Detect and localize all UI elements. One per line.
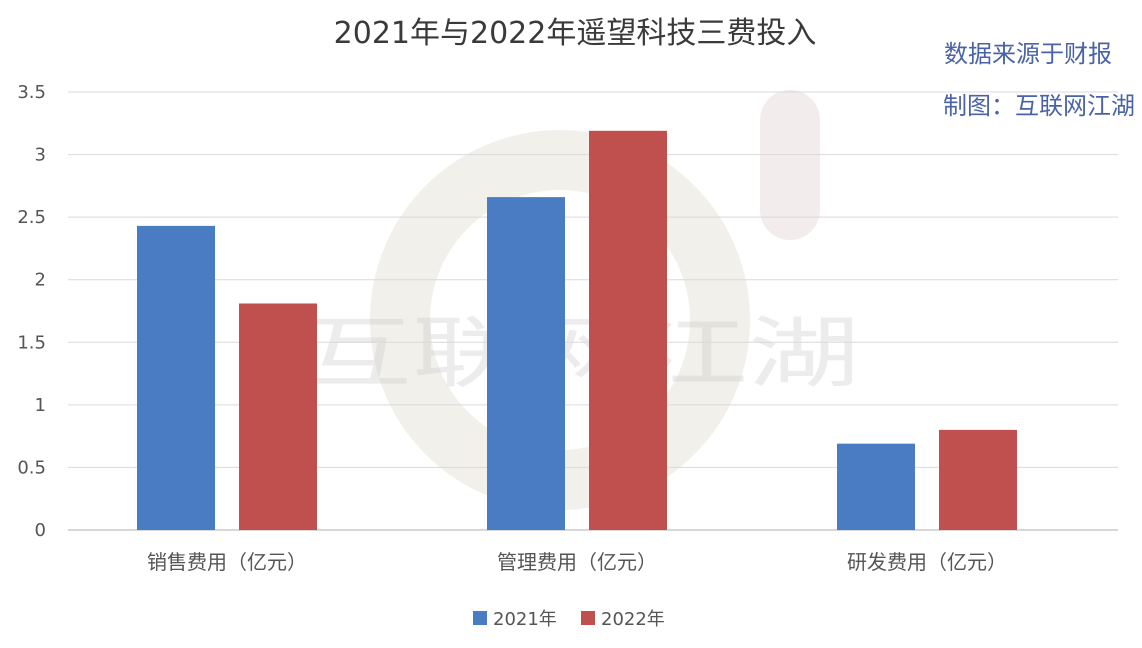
bars [137, 130, 1017, 530]
y-axis-tick-labels: 0 0.5 1 1.5 2 2.5 3 3.5 [17, 82, 46, 541]
bar-series1-cat3 [837, 443, 915, 530]
y-tick-label: 3.5 [17, 82, 46, 103]
y-tick-label: 1 [35, 395, 46, 416]
x-category-label: 管理费用（亿元） [497, 550, 657, 574]
x-category-label: 销售费用（亿元） [147, 550, 307, 574]
y-tick-label: 0.5 [17, 457, 46, 478]
bar-series2-cat1 [239, 303, 317, 530]
x-category-label: 研发费用（亿元） [847, 550, 1007, 574]
legend-swatch [581, 611, 595, 625]
legend-label: 2022年 [601, 609, 665, 630]
bar-series2-cat2 [589, 130, 667, 530]
watermark: 互联网江湖 [300, 90, 860, 510]
y-tick-label: 3 [35, 145, 46, 166]
y-tick-label: 2 [35, 270, 46, 291]
source-annotation: 数据来源于财报 [944, 40, 1112, 68]
bar-series1-cat1 [137, 225, 215, 530]
watermark-text: 互联网江湖 [300, 309, 860, 399]
bar-series1-cat2 [487, 197, 565, 530]
y-tick-label: 1.5 [17, 332, 46, 353]
y-tick-label: 0 [35, 520, 46, 541]
legend: 2021年 2022年 [473, 609, 665, 630]
chart-title: 2021年与2022年遥望科技三费投入 [334, 16, 817, 51]
x-axis-category-labels: 销售费用（亿元） 管理费用（亿元） 研发费用（亿元） [147, 550, 1007, 574]
legend-swatch [473, 611, 487, 625]
legend-label: 2021年 [493, 609, 557, 630]
y-tick-label: 2.5 [17, 207, 46, 228]
author-annotation: 制图：互联网江湖 [943, 92, 1135, 120]
bar-series2-cat3 [939, 429, 1017, 530]
